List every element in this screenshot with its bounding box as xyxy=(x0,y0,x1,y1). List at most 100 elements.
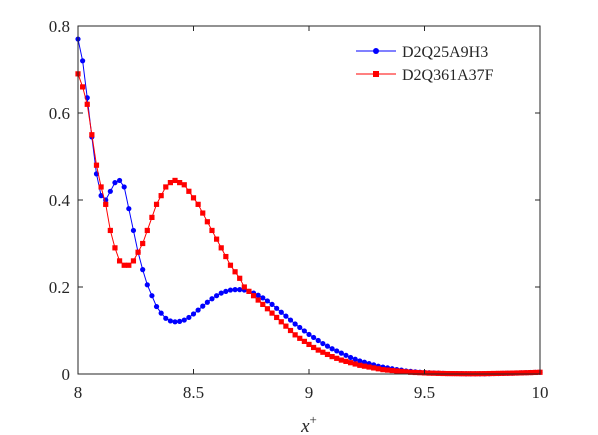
data-point-series-2 xyxy=(135,249,141,255)
data-point-series-2 xyxy=(435,370,441,376)
data-point-series-2 xyxy=(518,370,525,376)
y-tick-label: 0.8 xyxy=(49,17,70,36)
data-point-series-2 xyxy=(495,370,502,376)
data-point-series-1 xyxy=(287,317,294,323)
data-point-series-1 xyxy=(181,317,187,323)
data-point-series-2 xyxy=(347,360,354,366)
data-point-series-2 xyxy=(532,369,538,376)
data-point-series-2 xyxy=(417,370,423,376)
data-point-series-2 xyxy=(311,344,317,351)
data-point-series-2 xyxy=(343,358,349,364)
legend-box xyxy=(350,36,538,86)
data-point-series-1 xyxy=(112,180,118,186)
data-point-series-2 xyxy=(227,262,234,268)
data-point-series-2 xyxy=(394,368,400,374)
y-tick-label: 0 xyxy=(62,365,71,384)
data-point-series-1 xyxy=(292,321,298,327)
data-point-series-1 xyxy=(297,324,303,331)
data-point-series-2 xyxy=(320,349,326,355)
data-point-series-1 xyxy=(223,288,229,294)
data-point-series-2 xyxy=(144,227,150,234)
data-point-series-1 xyxy=(126,206,132,212)
y-tick-label: 0.6 xyxy=(49,104,70,123)
data-point-series-1 xyxy=(320,340,326,347)
data-point-series-2 xyxy=(505,370,511,376)
data-point-series-2 xyxy=(306,341,312,348)
data-point-series-1 xyxy=(315,337,321,344)
data-point-series-1 xyxy=(260,295,266,301)
data-point-series-2 xyxy=(250,293,257,299)
data-point-series-1 xyxy=(334,348,340,354)
data-point-series-2 xyxy=(255,297,261,303)
data-point-series-2 xyxy=(292,332,298,338)
data-point-series-1 xyxy=(352,356,358,362)
data-point-series-2 xyxy=(186,188,192,194)
data-point-series-2 xyxy=(241,284,247,290)
data-point-series-2 xyxy=(361,363,368,369)
data-point-series-1 xyxy=(167,318,173,324)
y-tick-label: 0.2 xyxy=(49,278,70,297)
data-point-series-2 xyxy=(107,227,113,234)
data-point-series-1 xyxy=(190,311,197,317)
data-point-series-1 xyxy=(227,287,234,293)
legend-marker-series-2 xyxy=(373,71,379,77)
data-point-series-1 xyxy=(80,58,86,64)
data-point-series-2 xyxy=(130,258,137,264)
x-tick-label: 8.5 xyxy=(183,383,204,402)
data-point-series-2 xyxy=(287,327,294,334)
data-point-series-2 xyxy=(283,323,289,329)
x-axis-label-base: x xyxy=(300,416,310,435)
data-point-series-1 xyxy=(347,354,354,361)
data-point-series-1 xyxy=(306,331,312,338)
data-point-series-1 xyxy=(204,299,210,305)
data-point-series-2 xyxy=(89,132,95,138)
ticks-layer: 8 8.5 9 9.5 10 0 0.2 0.4 0.6 0.8 xyxy=(49,17,549,402)
data-point-series-2 xyxy=(431,370,437,376)
x-tick-label: 9.5 xyxy=(414,383,435,402)
data-point-series-2 xyxy=(200,210,206,216)
data-point-series-2 xyxy=(167,180,173,186)
data-point-series-1 xyxy=(177,318,183,324)
x-axis-label-sup: + xyxy=(310,412,317,427)
data-point-series-2 xyxy=(315,347,321,353)
data-point-series-2 xyxy=(158,193,164,199)
data-point-series-2 xyxy=(232,269,238,275)
data-point-series-2 xyxy=(412,369,418,376)
data-point-series-2 xyxy=(126,262,132,268)
data-point-series-1 xyxy=(264,298,271,304)
data-point-series-2 xyxy=(218,245,224,251)
legend: D2Q25A9H3 D2Q361A37F xyxy=(350,36,538,86)
x-tick-label: 10 xyxy=(532,383,549,402)
data-point-series-2 xyxy=(149,214,155,220)
data-point-series-1 xyxy=(130,227,137,234)
data-point-series-2 xyxy=(121,262,127,268)
data-point-series-2 xyxy=(269,310,275,316)
data-point-series-2 xyxy=(260,301,266,307)
data-point-series-2 xyxy=(84,101,90,107)
data-point-series-1 xyxy=(140,267,146,273)
data-point-series-2 xyxy=(338,357,344,363)
data-point-series-2 xyxy=(366,364,372,370)
data-point-series-1 xyxy=(98,193,104,199)
data-point-series-2 xyxy=(384,367,391,373)
data-point-series-1 xyxy=(329,346,335,352)
data-point-series-2 xyxy=(334,355,340,361)
data-point-series-1 xyxy=(209,296,215,302)
data-point-series-1 xyxy=(172,319,178,325)
data-point-series-1 xyxy=(107,188,113,194)
data-point-series-2 xyxy=(491,370,497,377)
data-point-series-1 xyxy=(232,287,238,293)
data-point-series-2 xyxy=(380,367,386,373)
data-point-series-2 xyxy=(93,162,100,168)
data-point-series-1 xyxy=(144,282,150,288)
data-point-series-1 xyxy=(200,303,206,309)
data-point-series-1 xyxy=(163,315,169,321)
data-point-series-2 xyxy=(223,253,229,260)
data-point-series-1 xyxy=(149,293,155,299)
data-point-series-1 xyxy=(218,290,224,296)
data-point-series-2 xyxy=(352,361,358,367)
data-point-series-2 xyxy=(301,338,307,344)
data-point-series-2 xyxy=(214,236,220,242)
data-point-series-2 xyxy=(172,177,178,184)
